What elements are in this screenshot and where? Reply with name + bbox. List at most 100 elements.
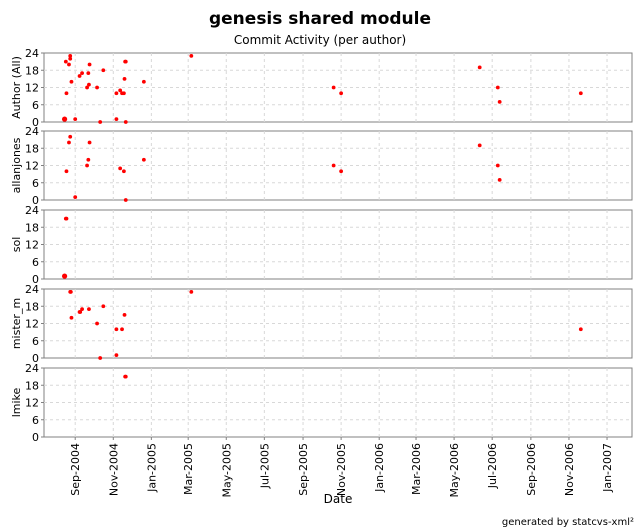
- y-tick-label: 18: [25, 300, 39, 313]
- data-point: [141, 157, 146, 162]
- generator-footer: generated by statcvs-xml²: [502, 517, 634, 528]
- y-tick-label: 12: [25, 82, 39, 95]
- x-tick-label: Jul-2005: [258, 443, 271, 489]
- y-tick-label: 0: [32, 116, 39, 129]
- data-point: [497, 177, 502, 182]
- x-axis-label: Date: [324, 492, 353, 506]
- y-tick-label: 24: [25, 362, 39, 375]
- data-point: [69, 79, 74, 84]
- data-point: [123, 59, 128, 64]
- data-point: [87, 62, 92, 67]
- data-point: [87, 140, 92, 145]
- data-point: [86, 71, 91, 76]
- data-point: [114, 91, 119, 96]
- y-tick-label: 24: [25, 47, 39, 60]
- data-point: [95, 85, 99, 90]
- data-point: [78, 310, 83, 314]
- x-tick-label: Mar-2005: [182, 443, 195, 495]
- x-tick-label: Jul-2006: [486, 443, 499, 489]
- data-point: [73, 117, 78, 122]
- data-point: [87, 82, 91, 87]
- x-tick-label: Jan-2006: [373, 443, 386, 493]
- data-point: [85, 85, 89, 90]
- data-point: [61, 273, 68, 279]
- data-point: [85, 163, 89, 168]
- chart-subtitle: Commit Activity (per author): [234, 33, 406, 47]
- x-axis: Sep-2004 Nov-2004 Jan-2005 Mar-2005 May-2005…: [69, 437, 614, 498]
- panel-y-axis-label: allanjones: [10, 137, 23, 193]
- y-tick-label: 24: [25, 204, 39, 217]
- y-tick-label: 24: [25, 283, 39, 296]
- data-point: [64, 216, 69, 221]
- data-point: [114, 327, 119, 332]
- data-point: [80, 71, 84, 76]
- x-tick-label: May-2005: [220, 443, 233, 498]
- x-tick-label: Sep-2004: [69, 443, 82, 496]
- data-point: [68, 53, 73, 58]
- data-point: [339, 91, 344, 96]
- x-tick-label: Sep-2006: [525, 443, 538, 496]
- data-point: [477, 143, 482, 148]
- data-point: [122, 312, 127, 317]
- x-tick-label: Jan-2005: [145, 443, 158, 493]
- data-point: [87, 307, 91, 312]
- y-tick-label: 18: [25, 64, 39, 77]
- y-tick-label: 6: [32, 335, 39, 348]
- y-tick-label: 12: [25, 160, 39, 173]
- data-point: [64, 169, 69, 174]
- data-point: [121, 169, 126, 174]
- data-point: [118, 88, 123, 93]
- y-tick-label: 0: [32, 431, 39, 444]
- x-tick-label: Nov-2005: [335, 443, 348, 496]
- data-point: [578, 327, 583, 332]
- data-point: [578, 91, 583, 96]
- y-tick-label: 24: [25, 125, 39, 138]
- data-point: [331, 85, 336, 90]
- data-point: [189, 289, 194, 294]
- panel-y-axis-label: sol: [10, 237, 23, 253]
- x-tick-label: Nov-2004: [107, 443, 120, 496]
- panel-y-axis-label: mister_m: [10, 298, 23, 349]
- data-point: [69, 315, 74, 320]
- data-point: [63, 59, 68, 64]
- x-tick-label: Jan-2007: [601, 443, 614, 493]
- data-point: [101, 68, 106, 73]
- y-tick-label: 0: [32, 194, 39, 207]
- x-tick-label: May-2006: [448, 443, 461, 498]
- x-tick-label: Sep-2005: [297, 443, 310, 496]
- data-point: [122, 76, 127, 81]
- data-point: [68, 56, 73, 61]
- data-point: [331, 163, 336, 168]
- panel-y-axis-label: lmike: [10, 387, 23, 417]
- data-point: [67, 140, 71, 145]
- y-tick-label: 18: [25, 379, 39, 392]
- data-point: [118, 166, 123, 171]
- data-point: [141, 79, 146, 84]
- data-point: [495, 85, 500, 90]
- data-point: [80, 307, 84, 312]
- data-point: [67, 62, 71, 67]
- chart-title: genesis shared module: [209, 9, 431, 29]
- data-point: [189, 53, 194, 58]
- x-tick-label: Nov-2006: [563, 443, 576, 496]
- data-point: [68, 289, 73, 294]
- data-point: [495, 163, 500, 168]
- data-point: [120, 327, 124, 332]
- data-point: [114, 117, 119, 122]
- y-tick-label: 12: [25, 239, 39, 252]
- x-tick-label: Mar-2006: [410, 443, 423, 495]
- data-point: [121, 91, 126, 96]
- data-point: [86, 157, 91, 162]
- data-point: [123, 374, 128, 379]
- y-tick-label: 0: [32, 352, 39, 365]
- data-point: [64, 91, 69, 96]
- data-point: [98, 356, 103, 360]
- data-point: [497, 99, 502, 104]
- panel-sol: 0 6 12 18 24 sol: [10, 204, 633, 286]
- data-point: [95, 321, 99, 326]
